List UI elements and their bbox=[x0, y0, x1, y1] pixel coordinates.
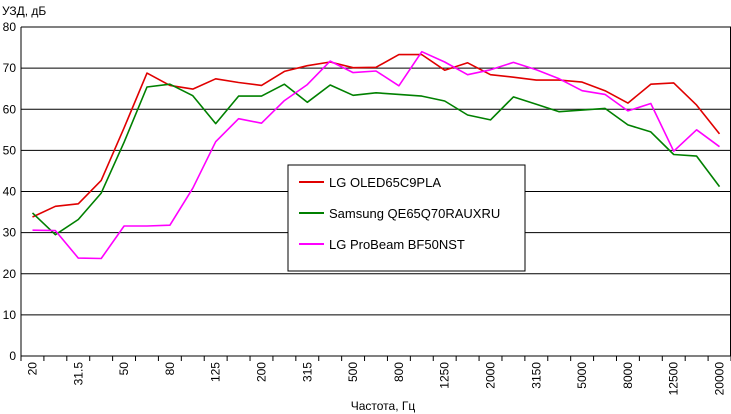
y-tick-label: 30 bbox=[3, 226, 17, 240]
y-tick-label: 40 bbox=[3, 185, 17, 199]
x-tick-label: 31.5 bbox=[71, 362, 85, 386]
series-lines bbox=[31, 50, 721, 260]
x-tick-label: 20 bbox=[25, 362, 39, 376]
y-axis-label: УЗД, дБ bbox=[2, 4, 46, 18]
x-tick-label: 50 bbox=[117, 362, 131, 376]
legend: LG OLED65C9PLA Samsung QE65Q70RAUXRU LG Pr… bbox=[287, 164, 526, 272]
y-tick-label: 80 bbox=[3, 20, 17, 34]
y-tick-label: 70 bbox=[3, 61, 17, 75]
x-tick-label: 80 bbox=[163, 362, 177, 376]
x-tick-label: 3150 bbox=[529, 362, 543, 389]
legend-entry: LG ProBeam BF50NST bbox=[329, 237, 465, 252]
x-tick-label: 12500 bbox=[667, 362, 681, 396]
y-tick-label: 20 bbox=[3, 267, 17, 281]
legend-box bbox=[287, 164, 526, 272]
tick-labels: 0 10 20 30 40 50 60 70 80 20 31.5 50 80 125 200 315 500 8… bbox=[3, 20, 727, 395]
x-tick-label: 125 bbox=[209, 362, 223, 382]
x-axis-label: Частота, Гц bbox=[351, 399, 416, 413]
y-tick-label: 60 bbox=[3, 102, 17, 116]
y-tick-label: 0 bbox=[9, 349, 16, 363]
legend-entry: LG OLED65C9PLA bbox=[329, 175, 441, 190]
x-tick-label: 200 bbox=[254, 362, 268, 382]
legend-entry: Samsung QE65Q70RAUXRU bbox=[329, 206, 500, 221]
y-tick-label: 10 bbox=[3, 308, 17, 322]
x-tick-label: 800 bbox=[392, 362, 406, 382]
x-tick-label: 20000 bbox=[713, 362, 727, 396]
series-line-2 bbox=[31, 83, 721, 236]
x-tick-label: 5000 bbox=[575, 362, 589, 389]
x-tick-label: 315 bbox=[300, 362, 314, 382]
x-tick-label: 1250 bbox=[438, 362, 452, 389]
series-line-3 bbox=[32, 50, 720, 260]
x-tick-label: 500 bbox=[346, 362, 360, 382]
y-tick-label: 50 bbox=[3, 143, 17, 157]
series-line-1 bbox=[32, 53, 721, 218]
x-tick-label: 2000 bbox=[484, 362, 498, 389]
x-tick-label: 8000 bbox=[621, 362, 635, 389]
